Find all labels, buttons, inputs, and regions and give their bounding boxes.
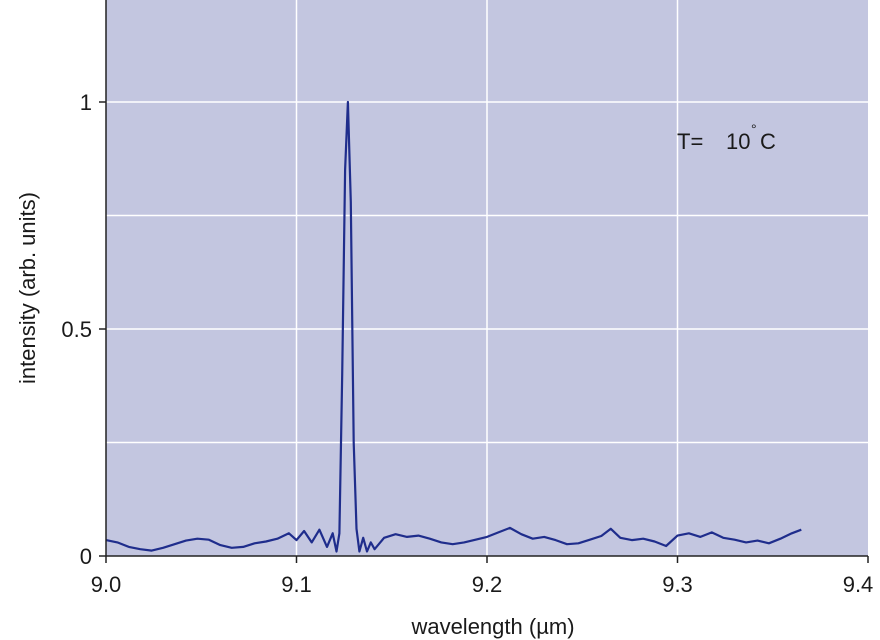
x-tick-label: 9.4 [843,572,874,597]
temperature-unit: C [760,129,776,154]
x-tick-label: 9.2 [472,572,503,597]
degree-symbol: ° [751,121,757,137]
x-tick-group: 9.0 9.1 9.2 9.3 9.4 [91,556,874,597]
y-tick-label: 0 [80,544,92,569]
y-axis-title: intensity (arb. units) [15,192,40,384]
y-tick-group: 00.51 [61,90,106,569]
x-tick-label: 9.0 [91,572,122,597]
y-tick-label: 1 [80,90,92,115]
spectrum-line [105,100,802,553]
temperature-label: T= [677,129,703,154]
temperature-annotation: T= 10 ° C [677,121,776,154]
x-tick-label: 9.1 [281,572,312,597]
x-tick-label: 9.3 [662,572,693,597]
y-tick-label: 0.5 [61,317,92,342]
grid-lines [106,0,868,556]
x-axis-title: wavelength (µm) [410,614,574,639]
temperature-value: 10 [726,129,750,154]
